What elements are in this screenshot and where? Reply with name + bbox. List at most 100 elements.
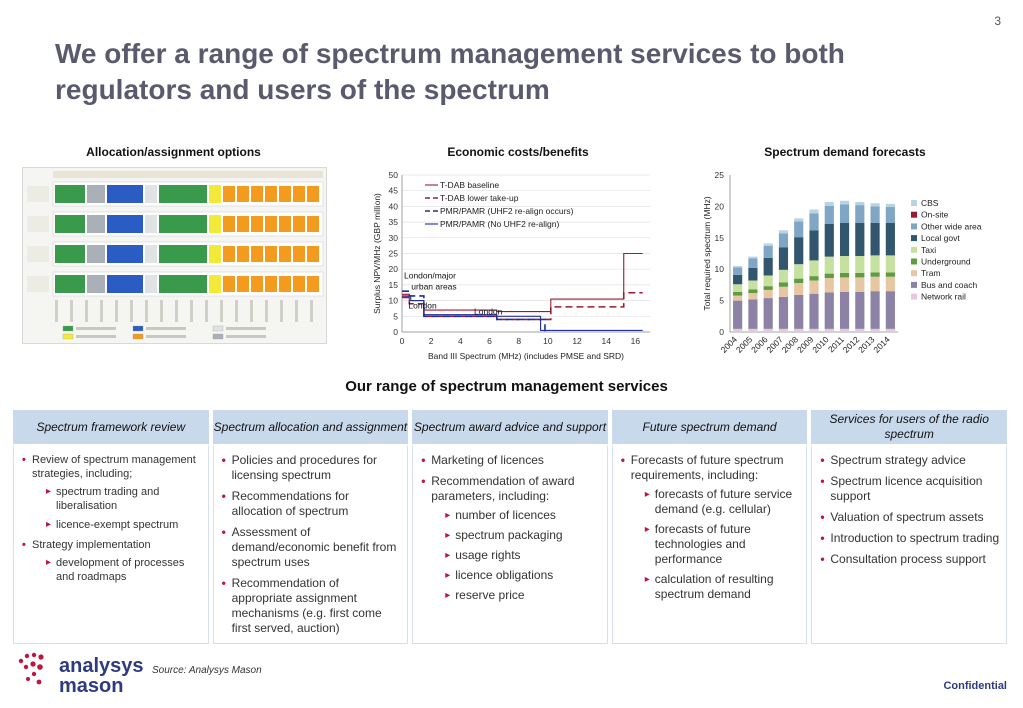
service-bullet: Spectrum licence acquisition support	[820, 474, 1000, 504]
figure-block	[237, 186, 249, 202]
figure-tick-label	[115, 300, 118, 322]
x-tick-label: 2014	[871, 334, 892, 355]
x-tick-label: 10	[543, 336, 553, 346]
service-bullet-text: Recommendations for allocation of spectr…	[231, 489, 349, 518]
bar-segment	[763, 257, 773, 276]
service-bullet: Assessment of demand/economic benefit fr…	[222, 525, 402, 570]
allocation-options-figure	[22, 167, 327, 344]
figure-header-band	[53, 171, 323, 178]
figure-block	[145, 215, 157, 233]
service-bullet-text: Spectrum strategy advice	[830, 453, 966, 467]
bar-segment	[870, 222, 880, 256]
bar-segment	[855, 328, 865, 332]
bar-segment	[839, 200, 850, 205]
bar-segment	[809, 328, 819, 332]
bar-segment	[748, 328, 758, 332]
bar-segment	[855, 202, 865, 206]
bar-segment	[870, 328, 880, 332]
bar-segment	[748, 280, 758, 290]
legend-swatch	[911, 270, 917, 277]
service-bullet: Policies and procedures for licensing sp…	[222, 453, 402, 483]
figure-tick-label	[265, 300, 268, 322]
bar-segment	[763, 289, 773, 299]
service-bullet-text: Recommendation of award parameters, incl…	[431, 474, 575, 503]
analysys-mason-logo: analysys mason	[18, 652, 144, 697]
bar-segment	[778, 269, 789, 283]
figure-block	[209, 245, 221, 263]
figure-tick-label	[70, 300, 73, 322]
x-tick-label: 14	[602, 336, 612, 346]
bar-segment	[794, 221, 804, 238]
figure-block	[107, 245, 143, 263]
x-tick-label: 16	[631, 336, 641, 346]
bar-segment	[809, 293, 819, 329]
bar-segment	[809, 280, 819, 294]
bar-segment	[885, 328, 895, 332]
service-bullet: Forecasts of future spectrum requirement…	[621, 453, 801, 602]
figure-block	[55, 275, 85, 293]
y-tick-label: 10	[715, 264, 725, 274]
figure-block	[251, 216, 263, 232]
bar-segment	[824, 202, 834, 206]
figure-tick-label	[145, 300, 148, 322]
figure-block	[307, 246, 319, 262]
service-column-header: Spectrum allocation and assignment	[212, 410, 409, 444]
bar-segment	[794, 328, 804, 332]
legend-swatch	[911, 281, 917, 288]
figure-block	[251, 246, 263, 262]
bar-segment	[778, 296, 789, 329]
legend-label: Local govt	[921, 233, 960, 243]
bar-segment	[824, 328, 834, 332]
y-tick-label: 5	[393, 311, 398, 321]
figure-block	[159, 185, 207, 203]
legend-label: Bus and coach	[921, 280, 978, 290]
x-tick-label: 6	[487, 336, 492, 346]
service-column-header: Spectrum award advice and support	[412, 410, 608, 444]
demand-heading: Spectrum demand forecasts	[764, 145, 926, 159]
figure-tick-label	[250, 300, 253, 322]
y-tick-label: 20	[715, 201, 725, 211]
bar-segment	[748, 267, 758, 281]
bar-segment	[885, 276, 895, 292]
service-column-body: Policies and procedures for licensing sp…	[212, 444, 409, 644]
figure-block	[145, 185, 157, 203]
figure-block	[159, 245, 207, 263]
chart-annotation: urban areas	[411, 282, 456, 292]
figure-block	[307, 276, 319, 292]
bar-segment	[824, 277, 834, 293]
bar-segment	[855, 256, 865, 273]
bar-segment	[870, 291, 880, 329]
confidential-label: Confidential	[943, 680, 1007, 692]
service-column-body: Spectrum strategy advice Spectrum licence…	[811, 444, 1007, 644]
y-axis-label: Surplus NPV/MHz (GBP million)	[372, 193, 382, 314]
bar-segment	[733, 300, 743, 329]
bar-segment	[870, 203, 880, 207]
bar-segment	[870, 276, 880, 292]
service-bullet: Recommendations for allocation of spectr…	[222, 489, 402, 519]
bar-segment	[809, 276, 819, 281]
service-sub-bullet: reserve price	[445, 588, 601, 603]
bar-segment	[763, 328, 773, 332]
bar-segment	[794, 278, 804, 284]
figure-block	[87, 185, 105, 203]
bar-segment	[855, 291, 865, 329]
service-bullet-text: Review of spectrum management strategies…	[32, 454, 196, 480]
service-sub-bullet: forecasts of future technologies and per…	[645, 522, 801, 567]
bar-segment	[839, 256, 850, 273]
service-bullet-text: Spectrum licence acquisition support	[830, 474, 983, 503]
y-tick-label: 40	[389, 201, 399, 211]
figure-block	[279, 216, 291, 232]
service-column-body: Marketing of licences Recommendation of a…	[412, 444, 608, 644]
service-bullet-text: Introduction to spectrum trading	[830, 531, 1000, 545]
figure-block	[145, 275, 157, 293]
y-tick-label: 15	[715, 233, 725, 243]
service-bullet-text: Forecasts of future spectrum requirement…	[630, 453, 784, 482]
service-sub-bullet: usage rights	[445, 548, 601, 563]
bar-segment	[839, 277, 850, 292]
figure-block	[293, 186, 305, 202]
figure-legend-swatch	[212, 325, 224, 332]
y-axis-label: Total required spectrum (MHz)	[702, 196, 712, 310]
legend-label: PMR/PAMR (UHF2 re-align occurs)	[440, 206, 574, 216]
y-tick-label: 15	[389, 280, 399, 290]
bar-segment	[885, 255, 895, 273]
